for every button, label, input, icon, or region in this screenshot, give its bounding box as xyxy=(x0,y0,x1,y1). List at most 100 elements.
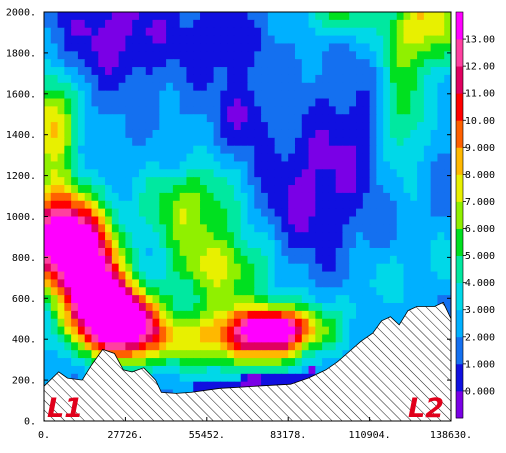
field-cell xyxy=(125,295,133,304)
field-cell xyxy=(233,381,242,391)
field-cell xyxy=(233,279,242,288)
field-cell xyxy=(84,106,93,115)
field-cell xyxy=(349,106,357,115)
field-cell xyxy=(437,255,445,265)
field-cell xyxy=(64,106,72,115)
field-cell xyxy=(383,98,391,107)
field-cell xyxy=(179,232,188,241)
field-cell xyxy=(254,326,262,336)
field-cell xyxy=(430,90,439,100)
field-cell xyxy=(423,240,432,249)
field-cell xyxy=(281,137,289,147)
field-cell xyxy=(213,19,221,29)
field-cell xyxy=(91,208,99,218)
field-cell xyxy=(274,74,283,84)
field-cell xyxy=(159,232,167,241)
field-cell xyxy=(233,122,242,131)
field-cell xyxy=(288,365,296,375)
field-cell xyxy=(430,98,439,107)
field-cell xyxy=(423,177,432,186)
field-cell xyxy=(267,247,276,257)
field-cell xyxy=(98,208,106,218)
field-cell xyxy=(335,51,344,60)
field-cell xyxy=(77,98,86,107)
field-cell xyxy=(213,114,221,123)
field-cell xyxy=(328,43,337,52)
field-cell xyxy=(227,318,235,328)
field-cell xyxy=(362,35,371,45)
field-cell xyxy=(213,177,221,186)
field-cell xyxy=(186,27,194,37)
field-cell xyxy=(193,114,201,123)
field-cell xyxy=(57,240,65,249)
field-cell xyxy=(111,137,120,147)
field-cell xyxy=(383,106,391,115)
field-cell xyxy=(383,232,391,241)
field-cell xyxy=(281,90,289,100)
field-cell xyxy=(274,59,283,68)
field-cell xyxy=(159,373,167,383)
field-cell xyxy=(200,106,208,115)
field-cell xyxy=(213,271,221,281)
field-cell xyxy=(383,153,391,163)
field-cell xyxy=(410,185,418,194)
field-cell xyxy=(91,67,99,76)
field-cell xyxy=(362,82,371,92)
field-cell xyxy=(91,153,99,163)
field-cell xyxy=(301,82,310,92)
field-cell xyxy=(193,90,201,100)
field-cell xyxy=(118,350,126,359)
field-cell xyxy=(342,153,350,163)
field-cell xyxy=(281,51,289,60)
field-cell xyxy=(118,43,126,52)
field-cell xyxy=(57,43,65,52)
colorbar-frame xyxy=(455,11,464,419)
field-cell xyxy=(179,90,188,100)
field-cell xyxy=(132,318,140,328)
field-cell xyxy=(159,287,167,296)
field-cell xyxy=(342,98,350,107)
field-cell xyxy=(349,224,357,233)
field-cell xyxy=(57,12,65,21)
field-cell xyxy=(206,122,215,131)
field-cell xyxy=(166,98,174,107)
field-cell xyxy=(288,145,296,155)
field-cell xyxy=(118,153,126,163)
field-cell xyxy=(105,216,113,225)
field-cell xyxy=(44,318,52,328)
field-cell xyxy=(294,318,303,328)
field-cell xyxy=(193,365,201,375)
field-cell xyxy=(267,169,276,178)
field-cell xyxy=(118,145,126,155)
field-cell xyxy=(71,27,79,37)
field-cell xyxy=(294,59,303,68)
field-cell xyxy=(423,74,432,84)
field-cell xyxy=(233,373,242,383)
field-cell xyxy=(417,192,425,202)
field-cell xyxy=(288,295,296,304)
field-cell xyxy=(349,255,357,265)
field-cell xyxy=(430,240,439,249)
field-cell xyxy=(294,145,303,155)
field-cell xyxy=(206,27,215,37)
field-cell xyxy=(247,232,255,241)
field-cell xyxy=(44,153,52,163)
field-cell xyxy=(118,287,126,296)
field-cell xyxy=(125,200,133,210)
field-cell xyxy=(172,137,181,147)
field-cell xyxy=(152,263,160,273)
field-cell xyxy=(159,27,167,37)
field-cell xyxy=(349,114,357,123)
field-cell xyxy=(179,12,188,21)
field-cell xyxy=(227,295,235,304)
field-cell xyxy=(362,310,371,320)
field-cell xyxy=(125,247,133,257)
field-cell xyxy=(186,59,194,68)
field-cell xyxy=(315,310,323,320)
field-cell xyxy=(186,122,194,131)
field-cell xyxy=(166,279,174,288)
field-cell xyxy=(376,12,384,21)
field-cell xyxy=(267,271,276,281)
field-cell xyxy=(430,287,439,296)
field-cell xyxy=(132,19,140,29)
